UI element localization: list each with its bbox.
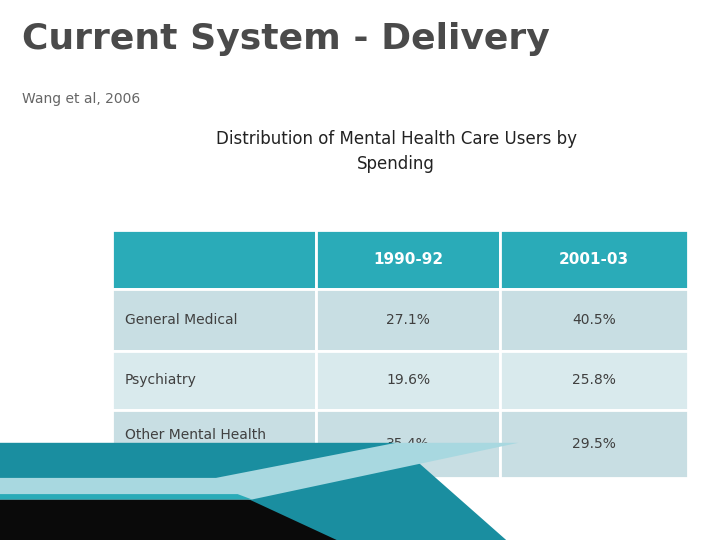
Polygon shape	[0, 443, 518, 540]
Text: 2001-03: 2001-03	[559, 252, 629, 267]
FancyBboxPatch shape	[112, 351, 316, 410]
FancyBboxPatch shape	[500, 351, 688, 410]
Text: 19.6%: 19.6%	[386, 373, 431, 387]
Polygon shape	[0, 494, 360, 540]
Text: 35.4%: 35.4%	[387, 437, 430, 451]
Polygon shape	[0, 443, 518, 500]
FancyBboxPatch shape	[112, 230, 316, 289]
Polygon shape	[0, 494, 252, 500]
Text: Wang et al, 2006: Wang et al, 2006	[22, 92, 140, 106]
FancyBboxPatch shape	[316, 410, 500, 478]
FancyBboxPatch shape	[500, 230, 688, 289]
Text: 25.8%: 25.8%	[572, 373, 616, 387]
FancyBboxPatch shape	[112, 289, 316, 351]
FancyBboxPatch shape	[500, 289, 688, 351]
Text: 29.5%: 29.5%	[572, 437, 616, 451]
FancyBboxPatch shape	[112, 410, 316, 478]
Text: Distribution of Mental Health Care Users by
Spending: Distribution of Mental Health Care Users…	[215, 130, 577, 173]
FancyBboxPatch shape	[316, 351, 500, 410]
Text: General Medical: General Medical	[125, 313, 237, 327]
Text: 1990-92: 1990-92	[373, 252, 444, 267]
FancyBboxPatch shape	[316, 230, 500, 289]
FancyBboxPatch shape	[316, 289, 500, 351]
Text: 27.1%: 27.1%	[387, 313, 430, 327]
Text: 40.5%: 40.5%	[572, 313, 616, 327]
Text: Current System - Delivery: Current System - Delivery	[22, 22, 549, 56]
Text: Other Mental Health
Providers: Other Mental Health Providers	[125, 428, 266, 460]
Text: Psychiatry: Psychiatry	[125, 373, 197, 387]
FancyBboxPatch shape	[500, 410, 688, 478]
